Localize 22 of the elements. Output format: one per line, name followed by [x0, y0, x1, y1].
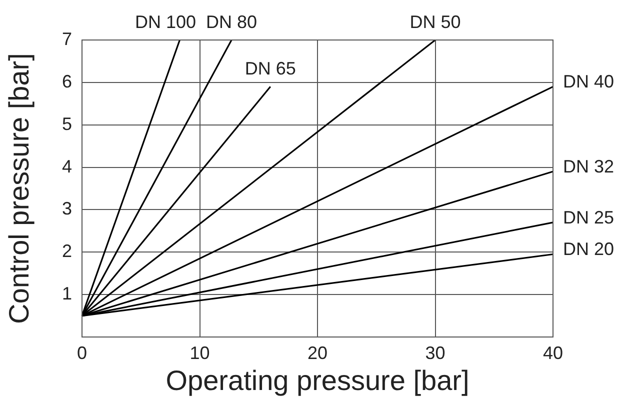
series-label: DN 100 [135, 12, 196, 32]
y-tick-label: 4 [62, 156, 72, 176]
y-tick-label: 7 [62, 28, 72, 49]
series-label: DN 50 [410, 12, 461, 32]
x-tick-label: 0 [76, 342, 88, 363]
y-axis-title: Control pressure [bar] [4, 53, 35, 324]
y-tick-label: 6 [62, 71, 72, 92]
y-tick-label: 1 [62, 284, 72, 304]
series-label: DN 20 [563, 239, 614, 260]
x-tick-label: 40 [542, 342, 564, 363]
x-axis-title: Operating pressure [bar] [166, 364, 470, 396]
series-label: DN 65 [244, 58, 296, 79]
y-tick-label: 2 [62, 241, 72, 262]
x-tick-label: 30 [425, 342, 446, 363]
y-tick-label: 5 [62, 114, 72, 134]
x-tick-label: 10 [190, 342, 210, 363]
series-label: DN 32 [563, 156, 614, 176]
series-label: DN 40 [563, 72, 614, 92]
x-tick-label: 20 [307, 342, 328, 363]
series-label: DN 80 [206, 12, 258, 32]
series-label: DN 25 [563, 207, 614, 228]
y-tick-label: 3 [62, 198, 72, 219]
